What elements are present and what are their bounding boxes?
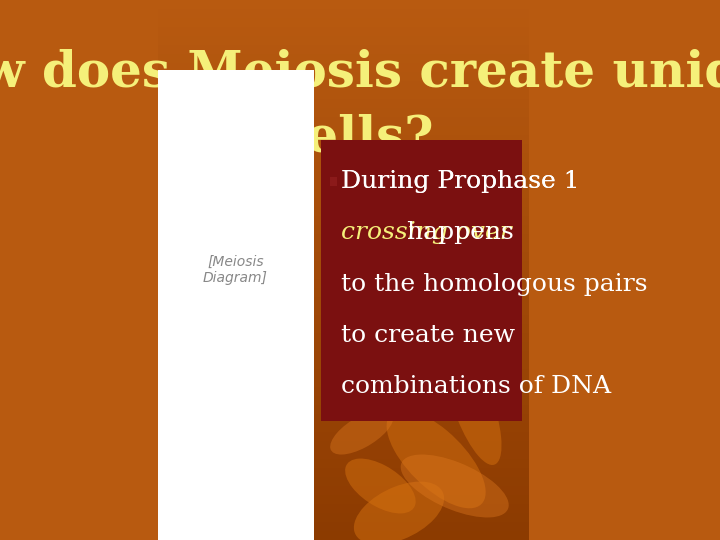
Bar — [158, 99, 529, 108]
Bar — [158, 495, 529, 504]
Bar — [158, 432, 529, 441]
Bar — [158, 225, 529, 234]
Bar — [158, 9, 529, 18]
Bar — [158, 378, 529, 387]
Bar — [158, 126, 529, 135]
Text: crossing over: crossing over — [341, 221, 512, 245]
Bar — [158, 153, 529, 162]
Text: cells?: cells? — [276, 113, 433, 163]
Bar — [158, 405, 529, 414]
Bar — [158, 441, 529, 450]
Bar — [158, 243, 529, 252]
Bar — [158, 522, 529, 531]
Bar — [330, 177, 337, 186]
Bar — [158, 171, 529, 180]
Ellipse shape — [345, 458, 415, 514]
Bar — [158, 297, 529, 306]
Bar — [158, 324, 529, 333]
Ellipse shape — [390, 310, 446, 392]
Bar — [158, 252, 529, 261]
Bar — [158, 72, 529, 81]
Text: happens: happens — [399, 221, 514, 245]
Bar — [158, 216, 529, 225]
Bar — [158, 261, 529, 270]
Ellipse shape — [401, 455, 509, 517]
Bar — [158, 234, 529, 243]
Bar — [158, 306, 529, 315]
Bar — [158, 198, 529, 207]
Text: [Meiosis
Diagram]: [Meiosis Diagram] — [203, 255, 268, 285]
Bar — [158, 270, 529, 279]
Bar — [158, 531, 529, 540]
Bar — [158, 189, 529, 198]
Bar — [158, 504, 529, 513]
Ellipse shape — [387, 410, 486, 508]
Text: During Prophase 1: During Prophase 1 — [341, 170, 588, 193]
Bar — [158, 396, 529, 405]
Bar — [158, 18, 529, 27]
Bar — [158, 414, 529, 423]
Bar — [158, 90, 529, 99]
Bar — [158, 423, 529, 432]
Bar — [158, 459, 529, 468]
Bar — [158, 279, 529, 288]
Bar — [158, 207, 529, 216]
Text: During Prophase 1: During Prophase 1 — [341, 170, 588, 193]
Text: combinations of DNA: combinations of DNA — [341, 375, 611, 399]
Bar — [158, 36, 529, 45]
Bar — [158, 387, 529, 396]
Ellipse shape — [354, 482, 444, 540]
Bar — [158, 486, 529, 495]
Text: to the homologous pairs: to the homologous pairs — [341, 273, 648, 296]
Text: How does Meiosis create unique: How does Meiosis create unique — [0, 49, 720, 98]
Bar — [158, 342, 529, 351]
Bar — [158, 450, 529, 459]
Bar — [158, 468, 529, 477]
Bar — [158, 0, 529, 9]
Bar — [158, 162, 529, 171]
Ellipse shape — [445, 345, 502, 465]
Bar — [158, 288, 529, 297]
Ellipse shape — [478, 257, 505, 337]
Ellipse shape — [330, 409, 394, 455]
Bar — [158, 180, 529, 189]
Bar — [158, 315, 529, 324]
Bar — [158, 351, 529, 360]
Bar — [158, 117, 529, 126]
Bar — [158, 513, 529, 522]
Bar — [158, 63, 529, 72]
FancyBboxPatch shape — [321, 140, 521, 421]
Bar — [158, 108, 529, 117]
Bar — [158, 27, 529, 36]
Text: During Prophase 1: During Prophase 1 — [341, 170, 580, 193]
Bar — [158, 70, 313, 540]
Bar — [158, 135, 529, 144]
Bar — [158, 54, 529, 63]
Bar — [158, 45, 529, 54]
Bar — [158, 369, 529, 378]
Bar — [158, 477, 529, 486]
Bar — [158, 144, 529, 153]
Bar — [158, 81, 529, 90]
Bar — [158, 333, 529, 342]
Bar — [158, 360, 529, 369]
Text: to create new: to create new — [341, 324, 516, 347]
